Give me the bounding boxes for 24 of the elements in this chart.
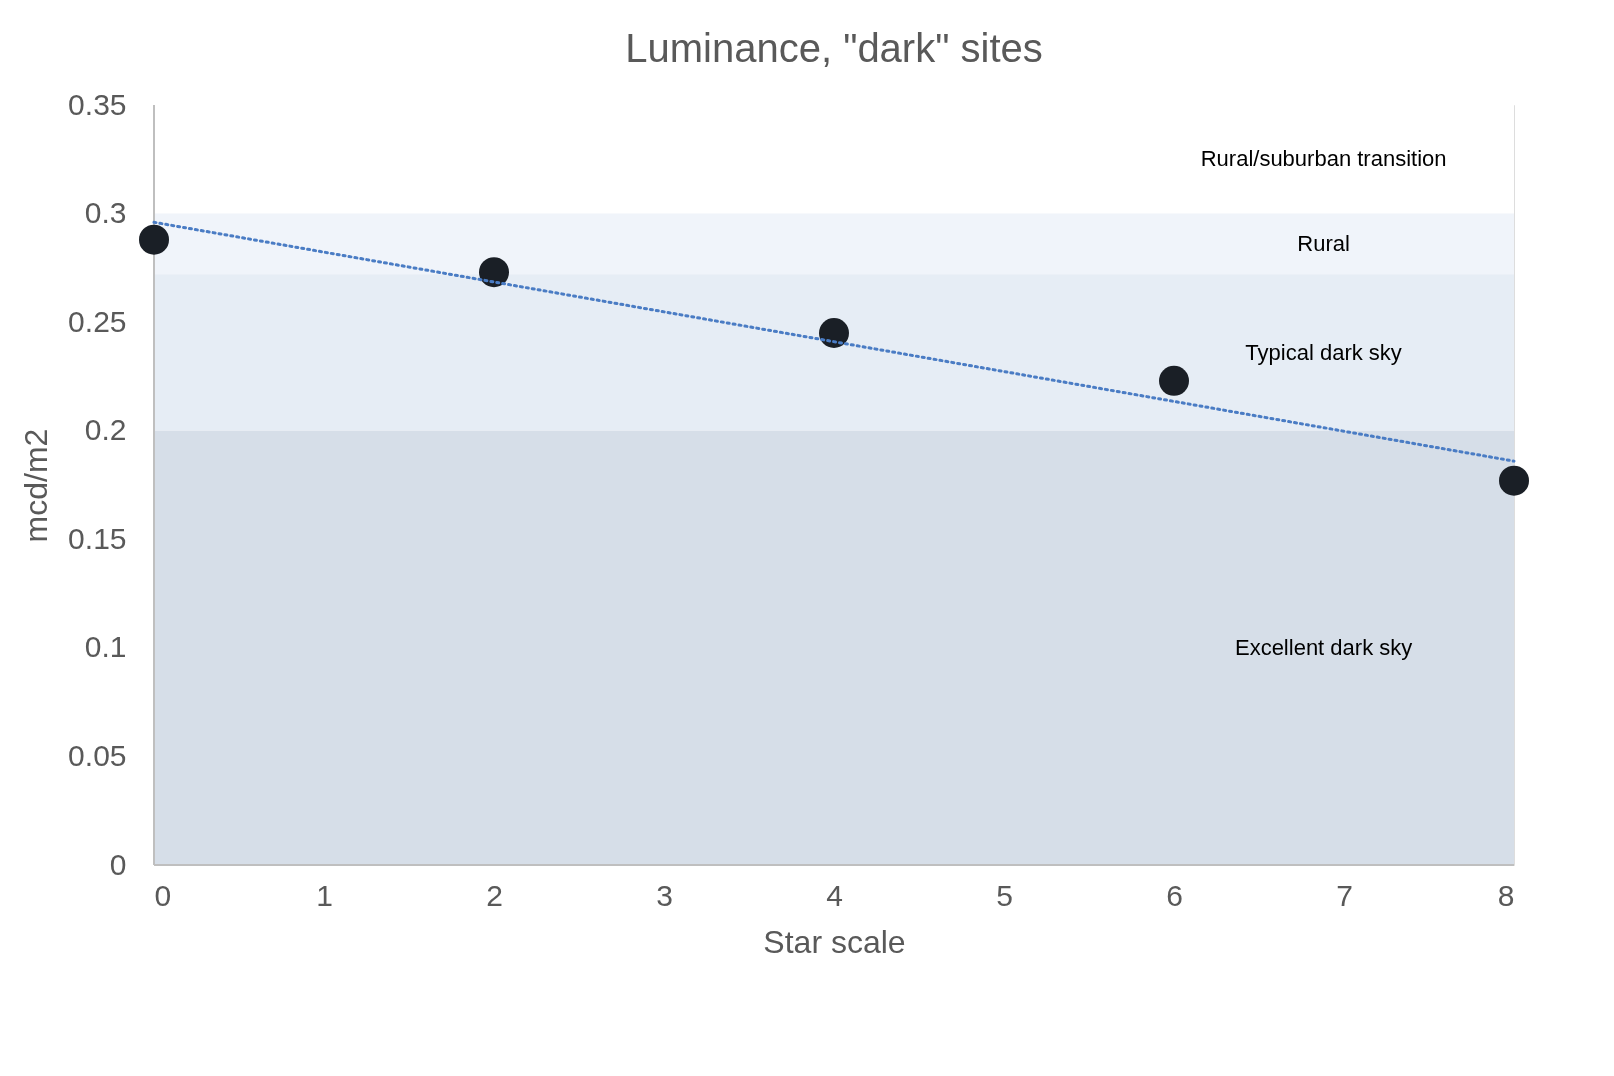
x-tick-label: 0	[154, 878, 172, 912]
y-tick-label: 0.05	[68, 738, 127, 772]
band-label: Rural/suburban transition	[1200, 146, 1447, 172]
y-tick-label: 0.1	[84, 630, 127, 664]
y-tick-label: 0.2	[84, 413, 127, 447]
y-tick-label: 0	[109, 847, 127, 881]
band-label: Typical dark sky	[1245, 339, 1402, 365]
chart-title: Luminance, "dark" sites	[625, 26, 1043, 70]
x-tick-label: 4	[826, 878, 843, 912]
x-tick-label: 8	[1497, 878, 1515, 912]
x-tick-label: 1	[316, 878, 333, 912]
y-tick-label: 0.15	[68, 521, 127, 555]
x-axis-title: Star scale	[763, 923, 906, 960]
y-tick-label: 0.3	[84, 196, 127, 230]
x-tick-label: 3	[656, 878, 673, 912]
band-label: Excellent dark sky	[1234, 634, 1413, 660]
x-tick-label: 5	[996, 878, 1013, 912]
y-tick-label: 0.25	[68, 304, 127, 338]
y-tick-label: 0.35	[68, 87, 127, 121]
x-tick-label: 6	[1166, 878, 1183, 912]
x-tick-label: 2	[486, 878, 503, 912]
y-axis-title: mcd/m2	[18, 428, 55, 543]
band-label: Rural	[1297, 230, 1350, 256]
x-tick-label: 7	[1336, 878, 1353, 912]
